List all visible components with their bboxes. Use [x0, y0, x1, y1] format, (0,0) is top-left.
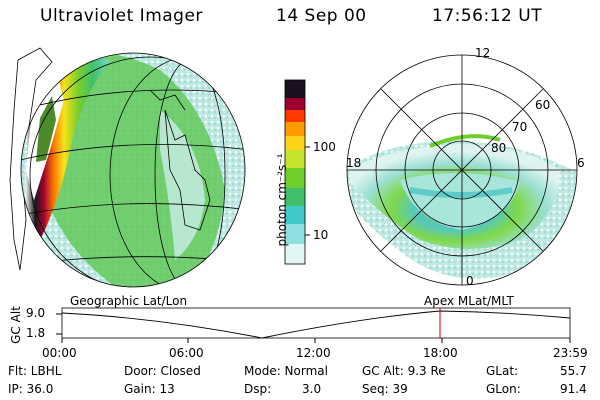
- altitude-tick-1-8: 1.8: [26, 326, 46, 340]
- status-glon-label: GLon:: [486, 382, 521, 396]
- altitude-plot: [56, 307, 571, 343]
- status-seq: Seq: 39: [362, 382, 408, 396]
- lat-label-80: 80: [491, 141, 507, 155]
- status-gc-alt: GC Alt: 9.3 Re: [362, 364, 446, 378]
- colorbar-unit-label: photon cm⁻²s⁻¹: [275, 153, 289, 247]
- status-ip: IP: 36.0: [8, 382, 54, 396]
- status-mode: Mode: Normal: [244, 364, 328, 378]
- time-label: 17:56:12 UT: [432, 6, 543, 26]
- time-tick-1800: 18:00: [423, 346, 458, 360]
- geographic-panel-label: Geographic Lat/Lon: [70, 294, 188, 308]
- polar-plot: [346, 54, 578, 286]
- altitude-tick-9: 9.0: [26, 306, 46, 320]
- colorbar-tick-100: 100: [313, 140, 336, 154]
- lat-label-60: 60: [535, 98, 551, 112]
- altitude-axis-label: GC Alt: [9, 306, 23, 344]
- status-filter: Flt: LBHL: [8, 364, 62, 378]
- date-label: 14 Sep 00: [276, 6, 367, 26]
- lat-label-70: 70: [512, 120, 528, 134]
- color-bar: [284, 79, 310, 265]
- status-gain: Gain: 13: [124, 382, 175, 396]
- status-glat-label: GLat:: [486, 364, 519, 378]
- colorbar-tick-10: 10: [313, 228, 329, 242]
- mlt-label-0: 0: [466, 274, 474, 288]
- time-tick-2359: 23:59: [553, 346, 588, 360]
- time-tick-1200: 12:00: [296, 346, 331, 360]
- time-tick-0600: 06:00: [169, 346, 204, 360]
- globe-panel: [9, 47, 246, 288]
- status-dsp-value: 3.0: [302, 382, 322, 396]
- apex-panel-label: Apex MLat/MLT: [424, 294, 514, 308]
- instrument-title: Ultraviolet Imager: [40, 6, 203, 26]
- mlt-label-12: 12: [475, 46, 491, 60]
- mlt-label-18: 18: [346, 156, 362, 170]
- status-glat-value: 55.7: [560, 364, 587, 378]
- time-tick-0000: 00:00: [42, 346, 77, 360]
- status-glon-value: 91.4: [560, 382, 587, 396]
- status-dsp-label: Dsp:: [244, 382, 272, 396]
- status-door: Door: Closed: [124, 364, 201, 378]
- mlt-label-6: 6: [577, 156, 585, 170]
